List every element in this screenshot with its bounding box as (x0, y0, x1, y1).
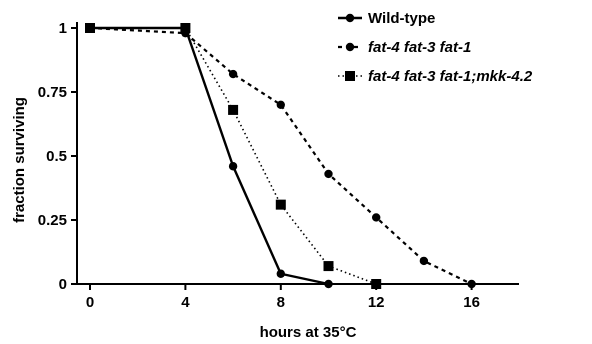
x-tick-label: 16 (463, 294, 480, 311)
data-point (275, 199, 286, 210)
x-tick-label: 4 (181, 294, 190, 311)
data-point (419, 256, 429, 266)
data-point (85, 23, 95, 33)
y-tick-label: 0.5 (46, 148, 67, 165)
series-line (90, 26, 329, 286)
data-point (228, 162, 238, 171)
legend-marker (345, 13, 355, 23)
x-axis-title: hours at 35°C (260, 324, 357, 341)
data-point (467, 279, 476, 289)
legend-marker (345, 71, 355, 81)
x-tick-label: 8 (277, 294, 285, 311)
x-tick-label: 0 (86, 294, 94, 311)
x-tick-label: 12 (368, 294, 385, 311)
y-tick-label: 0.25 (38, 212, 67, 229)
data-point (228, 69, 238, 79)
y-tick-label: 0.75 (38, 84, 67, 101)
legend-item: fat-4 fat-3 fat-1;mkk-4.2 (338, 68, 533, 85)
legend-label: Wild-type (368, 10, 435, 27)
data-point (276, 100, 285, 110)
legend-marker (345, 42, 355, 52)
series-line (90, 27, 377, 285)
legend-label: fat-4 fat-3 fat-1 (368, 39, 471, 56)
data-point (324, 169, 333, 179)
axes: 0 0.25 0.5 0.75 1 0 4 8 12 16 (38, 20, 519, 311)
y-tick-label: 1 (59, 20, 67, 37)
series-3 (85, 23, 382, 289)
series-layer (85, 23, 476, 289)
data-point (324, 279, 333, 289)
y-tick-label: 0 (59, 276, 67, 293)
legend-item: fat-4 fat-3 fat-1 (338, 39, 471, 56)
y-axis-title: fraction surviving (11, 97, 28, 223)
series-2 (85, 23, 476, 289)
data-point (180, 23, 191, 33)
data-point (228, 104, 239, 115)
data-point (276, 269, 285, 278)
data-point (323, 261, 334, 272)
legend-label: fat-4 fat-3 fat-1;mkk-4.2 (368, 68, 533, 85)
data-point (371, 279, 382, 289)
series-line (89, 26, 473, 285)
legend-item: Wild-type (338, 10, 435, 27)
series-1 (85, 23, 333, 289)
legend: Wild-type fat-4 fat-3 fat-1 fat-4 fat-3 fa… (338, 10, 533, 85)
data-point (372, 213, 381, 222)
